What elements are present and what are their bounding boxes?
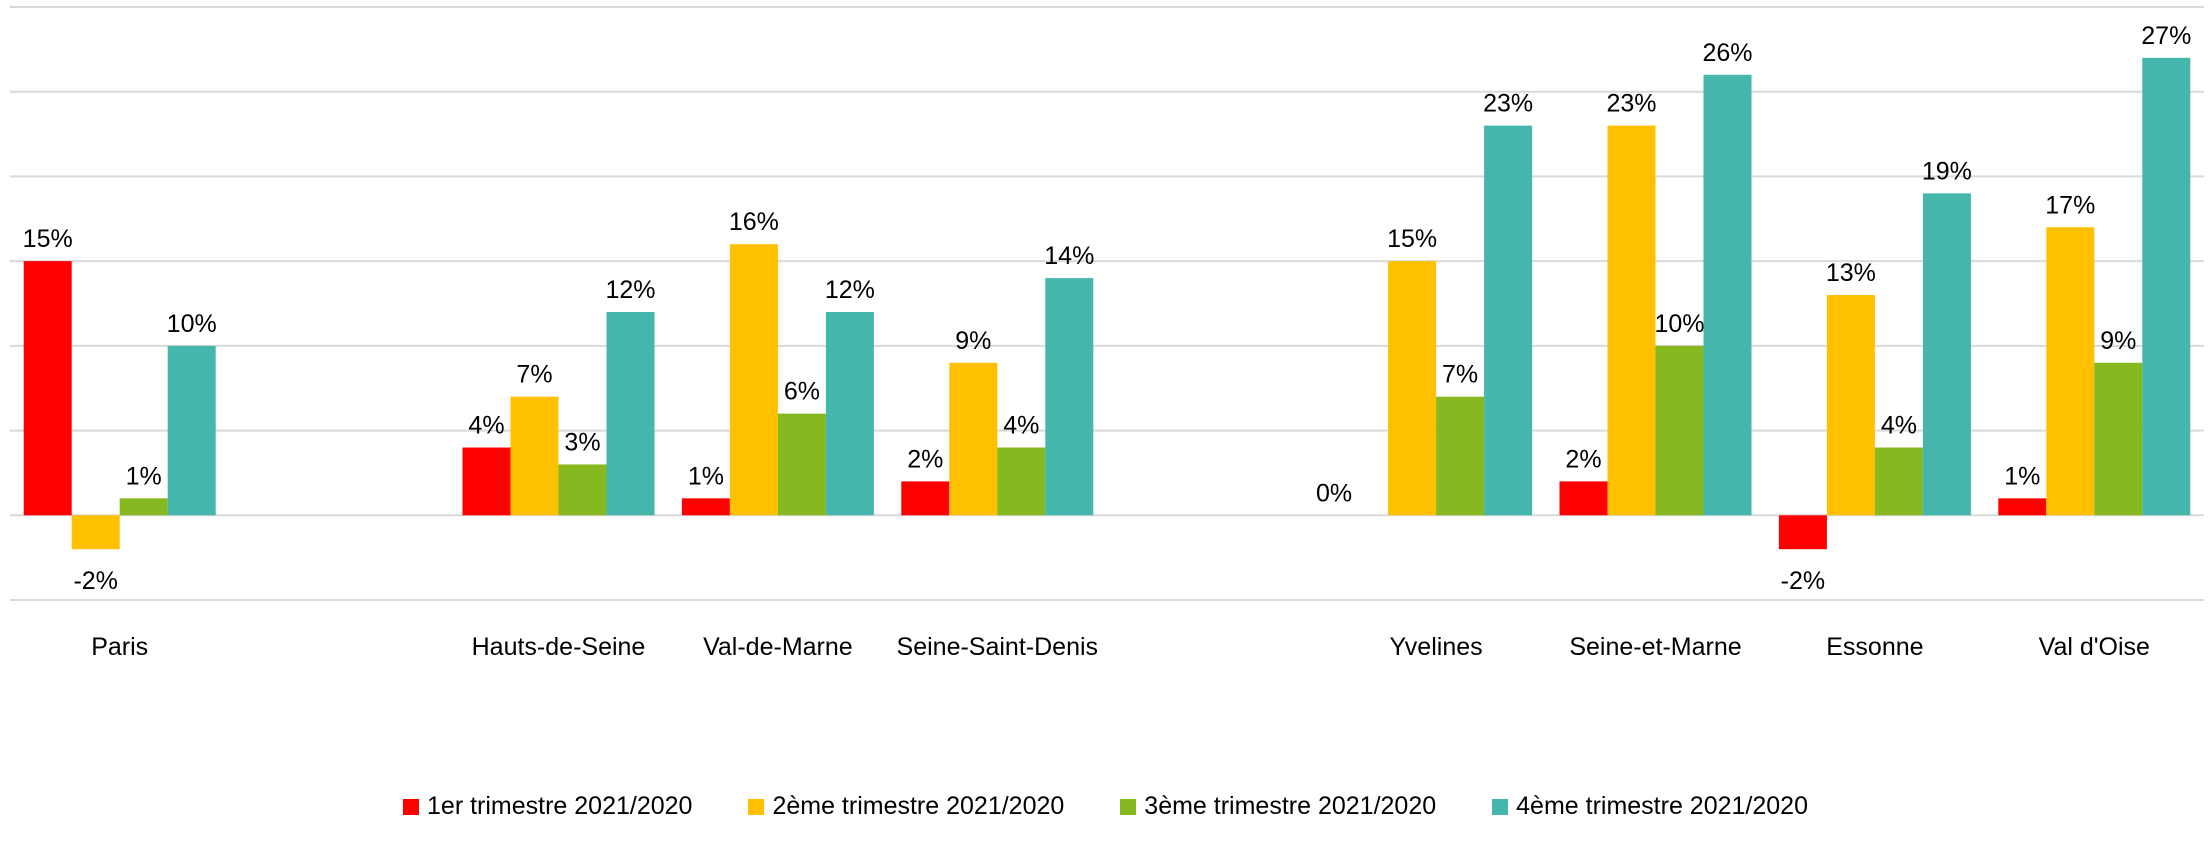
legend-label: 3ème trimestre 2021/2020 — [1144, 792, 1437, 820]
x-tick-label: Val-de-Marne — [703, 633, 853, 661]
bar — [119, 498, 168, 516]
data-label: 10% — [1654, 310, 1704, 338]
x-tick-label: Hauts-de-Seine — [471, 633, 646, 661]
legend: 1er trimestre 2021/2020 2ème trimestre 20… — [0, 792, 2211, 821]
data-label: 1% — [2004, 462, 2040, 490]
bar — [1826, 295, 1875, 516]
bar — [1559, 481, 1608, 516]
data-label: 19% — [1922, 157, 1972, 185]
data-label: 12% — [825, 276, 875, 304]
data-label: 1% — [688, 462, 724, 490]
x-tick-label: Seine-Saint-Denis — [896, 633, 1099, 661]
bar — [2142, 57, 2191, 516]
bar — [729, 244, 778, 516]
bar — [2094, 362, 2143, 516]
x-tick-label: Val d'Oise — [2038, 633, 2150, 661]
data-label: 4% — [468, 412, 504, 440]
data-label: 1% — [126, 462, 162, 490]
data-label: 6% — [784, 378, 820, 406]
bar — [71, 515, 120, 550]
legend-item: 2ème trimestre 2021/2020 — [748, 792, 1064, 821]
legend-label: 4ème trimestre 2021/2020 — [1516, 792, 1808, 820]
x-tick-label: Seine-et-Marne — [1569, 633, 1742, 661]
bar — [1436, 396, 1485, 516]
legend-swatch — [748, 798, 765, 815]
bar — [1655, 345, 1704, 516]
bar — [462, 447, 511, 516]
legend-item: 1er trimestre 2021/2020 — [403, 792, 692, 821]
bar — [777, 413, 826, 516]
bar — [1874, 447, 1923, 516]
legend-item: 4ème trimestre 2021/2020 — [1492, 792, 1808, 821]
legend-item: 3ème trimestre 2021/2020 — [1120, 792, 1436, 821]
bar — [1388, 261, 1437, 516]
data-label: 3% — [564, 428, 600, 456]
bar — [558, 464, 607, 516]
bar — [901, 481, 950, 516]
data-label: 4% — [1881, 412, 1917, 440]
data-label: 23% — [1483, 90, 1533, 118]
x-tick-label: Yvelines — [1389, 633, 1483, 661]
bar — [1703, 74, 1752, 516]
data-label: 0% — [1316, 479, 1352, 507]
bar — [1922, 193, 1971, 516]
bar — [2046, 227, 2095, 516]
bar — [510, 396, 559, 516]
data-label: 7% — [516, 361, 552, 389]
bar — [1045, 278, 1094, 516]
legend-label: 1er trimestre 2021/2020 — [427, 792, 693, 820]
legend-label: 2ème trimestre 2021/2020 — [772, 792, 1065, 820]
bar — [1778, 515, 1827, 550]
data-label: 2% — [907, 445, 943, 473]
x-tick-label: Essonne — [1826, 633, 1924, 661]
legend-swatch — [1492, 798, 1509, 815]
bar — [1998, 498, 2047, 516]
data-label: -2% — [1781, 567, 1825, 595]
bar — [949, 362, 998, 516]
bar — [1607, 125, 1656, 516]
legend-swatch — [403, 798, 420, 815]
bar — [681, 498, 730, 516]
data-label: 9% — [955, 327, 991, 355]
data-label: 2% — [1565, 445, 1601, 473]
legend-swatch — [1120, 798, 1137, 815]
data-label: -2% — [73, 567, 117, 595]
data-label: 15% — [1387, 225, 1437, 253]
data-label: 17% — [2045, 191, 2095, 219]
data-label: 27% — [2141, 22, 2191, 50]
bar — [23, 261, 72, 516]
bar — [167, 345, 216, 516]
data-label: 14% — [1044, 242, 1094, 270]
data-label: 12% — [605, 276, 655, 304]
data-label: 13% — [1826, 259, 1876, 287]
data-label: 16% — [729, 208, 779, 236]
bar — [997, 447, 1046, 516]
data-label: 7% — [1442, 361, 1478, 389]
bar — [825, 311, 874, 516]
bar — [606, 311, 655, 516]
data-label: 15% — [23, 225, 73, 253]
x-tick-label: Paris — [91, 633, 149, 661]
data-label: 26% — [1702, 39, 1752, 67]
data-label: 10% — [167, 310, 217, 338]
data-label: 9% — [2100, 327, 2136, 355]
bar — [1484, 125, 1533, 516]
data-label: 23% — [1606, 90, 1656, 118]
data-label: 4% — [1003, 412, 1039, 440]
